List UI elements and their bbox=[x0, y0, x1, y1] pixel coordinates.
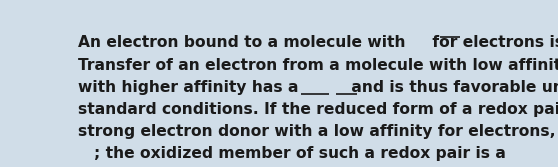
Text: with higher affinity has a: with higher affinity has a bbox=[78, 80, 304, 95]
Text: for electrons is a: for electrons is a bbox=[426, 35, 558, 50]
Text: Transfer of an electron from a molecule with low affinity to one: Transfer of an electron from a molecule … bbox=[78, 58, 558, 73]
Text: An electron bound to a molecule with: An electron bound to a molecule with bbox=[78, 35, 411, 50]
Text: ; the oxidized member of such a redox pair is a: ; the oxidized member of such a redox pa… bbox=[94, 146, 511, 161]
Text: strong electron donor with a low affinity for electrons, it is: strong electron donor with a low affinit… bbox=[78, 124, 558, 139]
Text: and is thus favorable under: and is thus favorable under bbox=[347, 80, 558, 95]
Text: standard conditions. If the reduced form of a redox pair is a: standard conditions. If the reduced form… bbox=[78, 102, 558, 117]
